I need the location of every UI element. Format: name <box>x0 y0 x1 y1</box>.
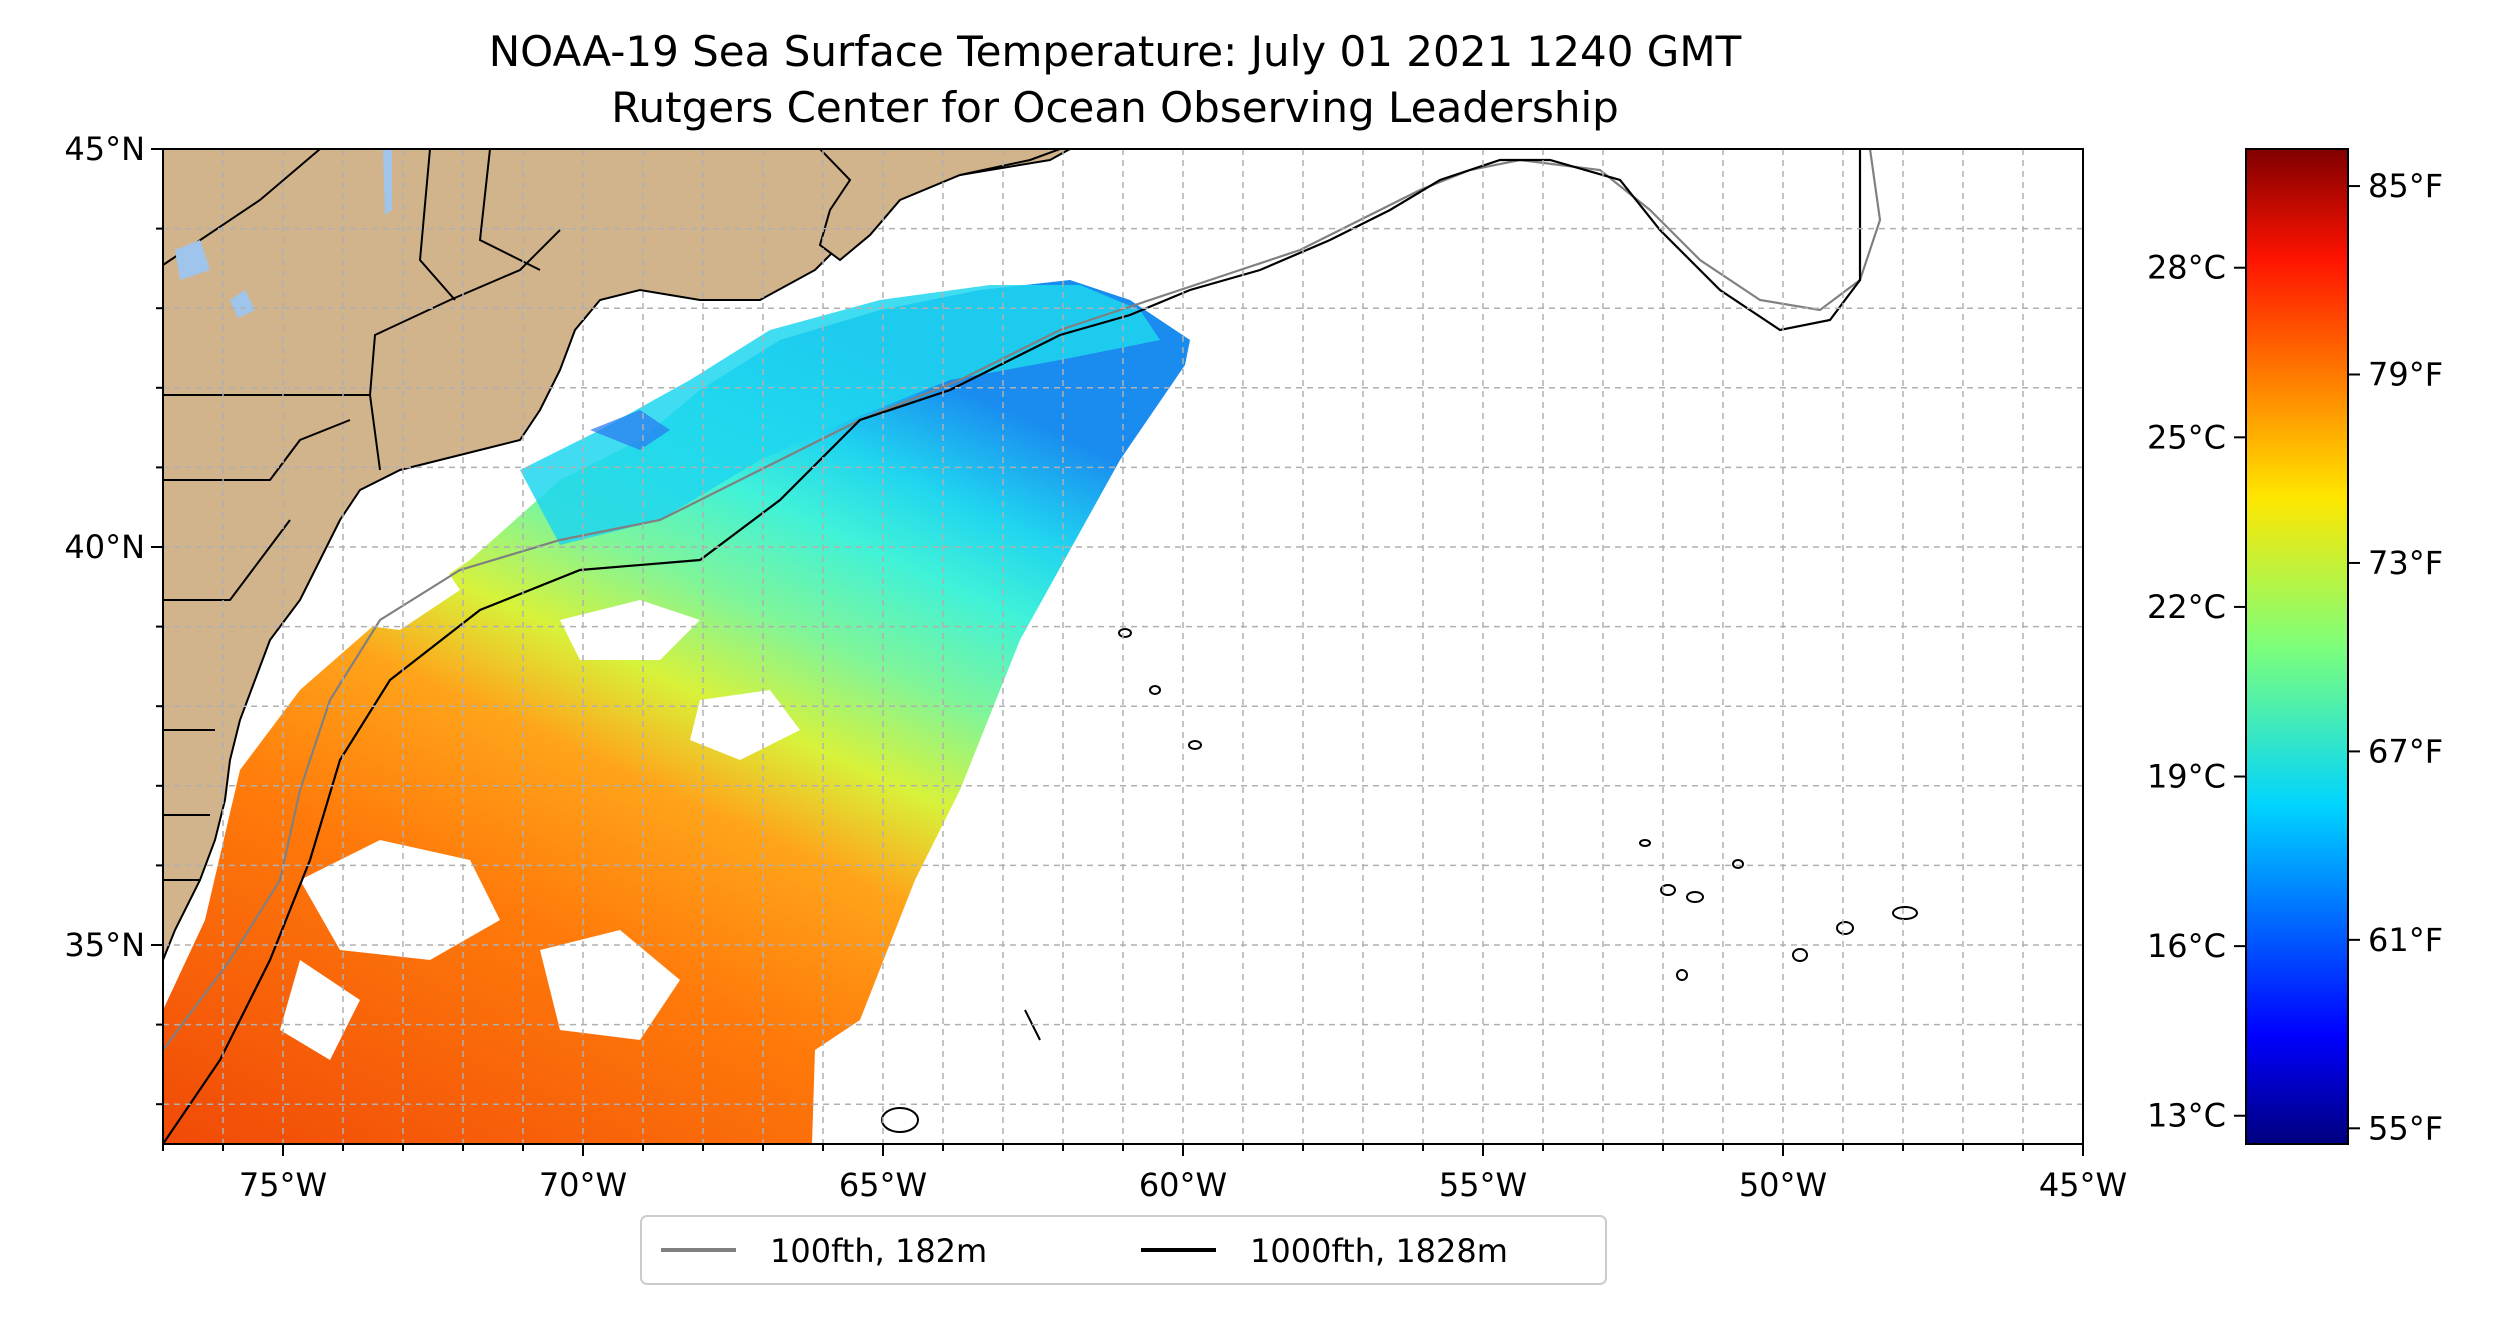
colorbar-f-label: 67°F <box>2368 732 2443 770</box>
colorbar-f-label: 85°F <box>2368 167 2443 205</box>
land-nova-scotia <box>818 149 1061 262</box>
colorbar-celsius-axis: 13°C 16°C 19°C 22°C 25°C 28°C <box>2147 249 2246 1135</box>
legend-label-1000fth: 1000fth, 1828m <box>1250 1232 1508 1270</box>
lat-tick-label: 45°N <box>64 130 145 168</box>
colorbar-c-label: 19°C <box>2147 758 2226 796</box>
contour-100fth <box>163 149 1882 1051</box>
cloud-gap-5 <box>560 600 700 660</box>
lon-tick-label: 50°W <box>1739 1166 1827 1204</box>
seamount-outlines <box>881 628 1918 1133</box>
cloud-gap-3 <box>690 690 800 760</box>
lake-2 <box>175 240 210 280</box>
colorbar <box>2245 148 2349 1145</box>
sst-cool-patch <box>590 410 670 450</box>
cloud-gap-2 <box>540 930 680 1040</box>
lon-tick-label: 60°W <box>1139 1166 1227 1204</box>
colorbar-fahrenheit-axis: 55°F 61°F 67°F 73°F 79°F 85°F <box>2348 167 2443 1147</box>
colorbar-c-label: 16°C <box>2147 927 2226 965</box>
lake-3 <box>230 290 255 318</box>
cloud-gap-6 <box>280 960 360 1060</box>
legend-box <box>640 1215 1607 1285</box>
state-boundaries <box>163 149 561 881</box>
lat-tick-label: 40°N <box>64 528 145 566</box>
lon-tick-label: 55°W <box>1439 1166 1527 1204</box>
colorbar-f-label: 73°F <box>2368 544 2443 582</box>
longitude-axis: 75°W 70°W 65°W 60°W 55°W 50°W 45°W <box>162 1144 2127 1204</box>
lon-tick-label: 45°W <box>2039 1166 2127 1204</box>
colorbar-c-label: 28°C <box>2147 249 2226 287</box>
lon-tick-label: 65°W <box>839 1166 927 1204</box>
lake-1 <box>383 149 392 215</box>
colorbar-f-label: 79°F <box>2368 356 2443 394</box>
lat-tick-label: 35°N <box>64 926 145 964</box>
lon-tick-label: 70°W <box>539 1166 627 1204</box>
colorbar-c-label: 25°C <box>2147 418 2226 456</box>
contour-1000fth <box>163 149 1862 1144</box>
figure-title: NOAA-19 Sea Surface Temperature: July 01… <box>489 27 1742 76</box>
legend: 100fth, 182m 1000fth, 1828m <box>640 1215 1607 1285</box>
figure-subtitle: Rutgers Center for Ocean Observing Leade… <box>611 83 1619 132</box>
legend-label-100fth: 100fth, 182m <box>770 1232 987 1270</box>
sst-cold-band <box>520 285 1160 545</box>
cloud-gap-1 <box>300 840 500 960</box>
colorbar-f-label: 61°F <box>2368 921 2443 959</box>
colorbar-c-label: 13°C <box>2147 1097 2226 1135</box>
colorbar-c-label: 22°C <box>2147 588 2226 626</box>
lon-tick-label: 75°W <box>239 1166 327 1204</box>
latitude-axis: 45°N 40°N 35°N <box>64 130 163 1106</box>
cloud-gap-4 <box>320 545 460 630</box>
colorbar-f-label: 55°F <box>2368 1109 2443 1147</box>
